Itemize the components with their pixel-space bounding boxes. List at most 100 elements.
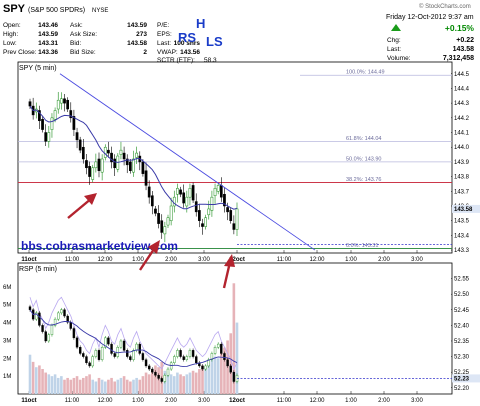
candle-down (223, 193, 226, 207)
rsp-candle-down (126, 350, 129, 357)
quote-value: 143.59 (127, 22, 147, 29)
quote-date: Friday 12-Oct-2012 9:37 am (386, 14, 474, 21)
quote-label: Low: (3, 40, 17, 47)
quote-label: Bid: (70, 40, 81, 47)
volume-bar (50, 376, 54, 394)
rsp-candle-up (50, 325, 54, 335)
price-tick-label: 143.7 (454, 189, 470, 195)
candle-down (113, 158, 117, 169)
volume-tick-label: 1M (3, 374, 11, 380)
rsp-candle-down (82, 353, 85, 357)
volume-tick-label: 3M (3, 338, 11, 344)
last-label: Last: (387, 46, 401, 53)
candle-down (157, 213, 160, 224)
quote-value: 143.36 (38, 49, 58, 56)
symbol-name: (S&P 500 SPDRs) (28, 7, 85, 14)
rsp-candle-down (75, 337, 79, 348)
candle-down (194, 201, 198, 213)
moving-average-line (29, 105, 238, 210)
volume-bar (144, 372, 148, 394)
candle-up (185, 196, 189, 207)
rsp-candle-down (97, 350, 101, 360)
rsp-candle-down (72, 328, 76, 339)
price-tick-label: 144.3 (454, 101, 470, 107)
rsp-candle-down (129, 356, 132, 360)
rsp-candle-down (229, 365, 232, 373)
price-tick-label: 144.2 (454, 116, 470, 122)
volume-bar (116, 379, 120, 394)
volume-bar (157, 367, 160, 394)
candle-up (56, 99, 60, 110)
price-panel-frame (17, 61, 453, 254)
volume-bar (60, 376, 63, 394)
rsp-tick-label: 52.50 (454, 292, 470, 298)
candle-down (129, 161, 132, 171)
candle-up (47, 132, 51, 142)
candle-down (69, 110, 73, 119)
rsp-tick-label: 52.35 (454, 339, 470, 345)
rsp-candle-down (179, 350, 182, 357)
fib-level-label: 61.8%: 144.04 (346, 136, 381, 142)
volume-bar (138, 379, 142, 394)
quote-label: VWAP: (157, 49, 178, 56)
rsp-candle-up (116, 347, 120, 357)
time-tick-label: 3:00 (411, 398, 423, 404)
volume-label: Volume: (387, 55, 411, 62)
time-tick-label: 11oct (21, 257, 36, 263)
time-tick-label: 2:00 (165, 398, 177, 404)
candle-up (204, 217, 207, 227)
quote-value: 143.46 (38, 22, 58, 29)
candle-up (207, 208, 211, 216)
rsp-candle-down (157, 375, 160, 379)
rsp-candle-down (69, 322, 72, 329)
candle-up (50, 117, 54, 130)
volume-bar (176, 372, 179, 394)
candle-up (103, 146, 107, 158)
candle-down (88, 166, 91, 177)
volume-bar (91, 379, 95, 394)
time-tick-label: 3:00 (198, 398, 210, 404)
volume-bar (194, 372, 198, 394)
rsp-candle-up (185, 356, 189, 360)
rsp-candle-down (223, 353, 226, 360)
trendline (59, 73, 316, 251)
rsp-candle-down (28, 306, 32, 310)
rsp-panel-title: RSP (5 min) (19, 266, 57, 273)
volume-bar (201, 365, 204, 394)
quote-value: 273 (136, 31, 147, 38)
rsp-candle-up (204, 365, 207, 370)
price-tick-label: 143.4 (454, 233, 470, 239)
volume-bar (88, 374, 91, 394)
quote-label: Bid Size: (70, 49, 96, 56)
volume-bar (235, 322, 239, 394)
rsp-candle-down (182, 356, 185, 360)
candle-down (179, 189, 182, 195)
quote-value: 143.31 (38, 40, 58, 47)
candle-down (66, 99, 69, 110)
rsp-candle-up (135, 343, 138, 351)
time-tick-label: 2:00 (378, 398, 390, 404)
candle-down (229, 210, 233, 221)
candle-down (198, 210, 201, 221)
volume-bar (210, 360, 214, 394)
time-tick-label: 1:00 (132, 398, 144, 404)
volume-bar (147, 374, 151, 394)
candle-up (216, 185, 220, 192)
volume-bar (38, 365, 41, 394)
sctr-label: SCTR (ETF): (157, 57, 195, 64)
rsp-last-marker (452, 374, 480, 383)
rsp-candle-up (53, 318, 57, 326)
candle-down (85, 160, 88, 169)
volume-bar (113, 381, 116, 394)
candle-up (213, 188, 217, 196)
fib-level-label: 38.2%: 143.76 (346, 177, 381, 183)
website-watermark: bbs.cobrasmarketview.com (21, 239, 178, 253)
volume-bar (135, 377, 138, 394)
time-tick-label: 12:00 (97, 257, 113, 263)
volume-bar (47, 374, 51, 394)
volume-bar (28, 354, 32, 394)
volume-bar (72, 377, 76, 394)
candle-down (125, 158, 129, 166)
volume-bar (41, 369, 44, 394)
rsp-candle-down (226, 359, 229, 367)
